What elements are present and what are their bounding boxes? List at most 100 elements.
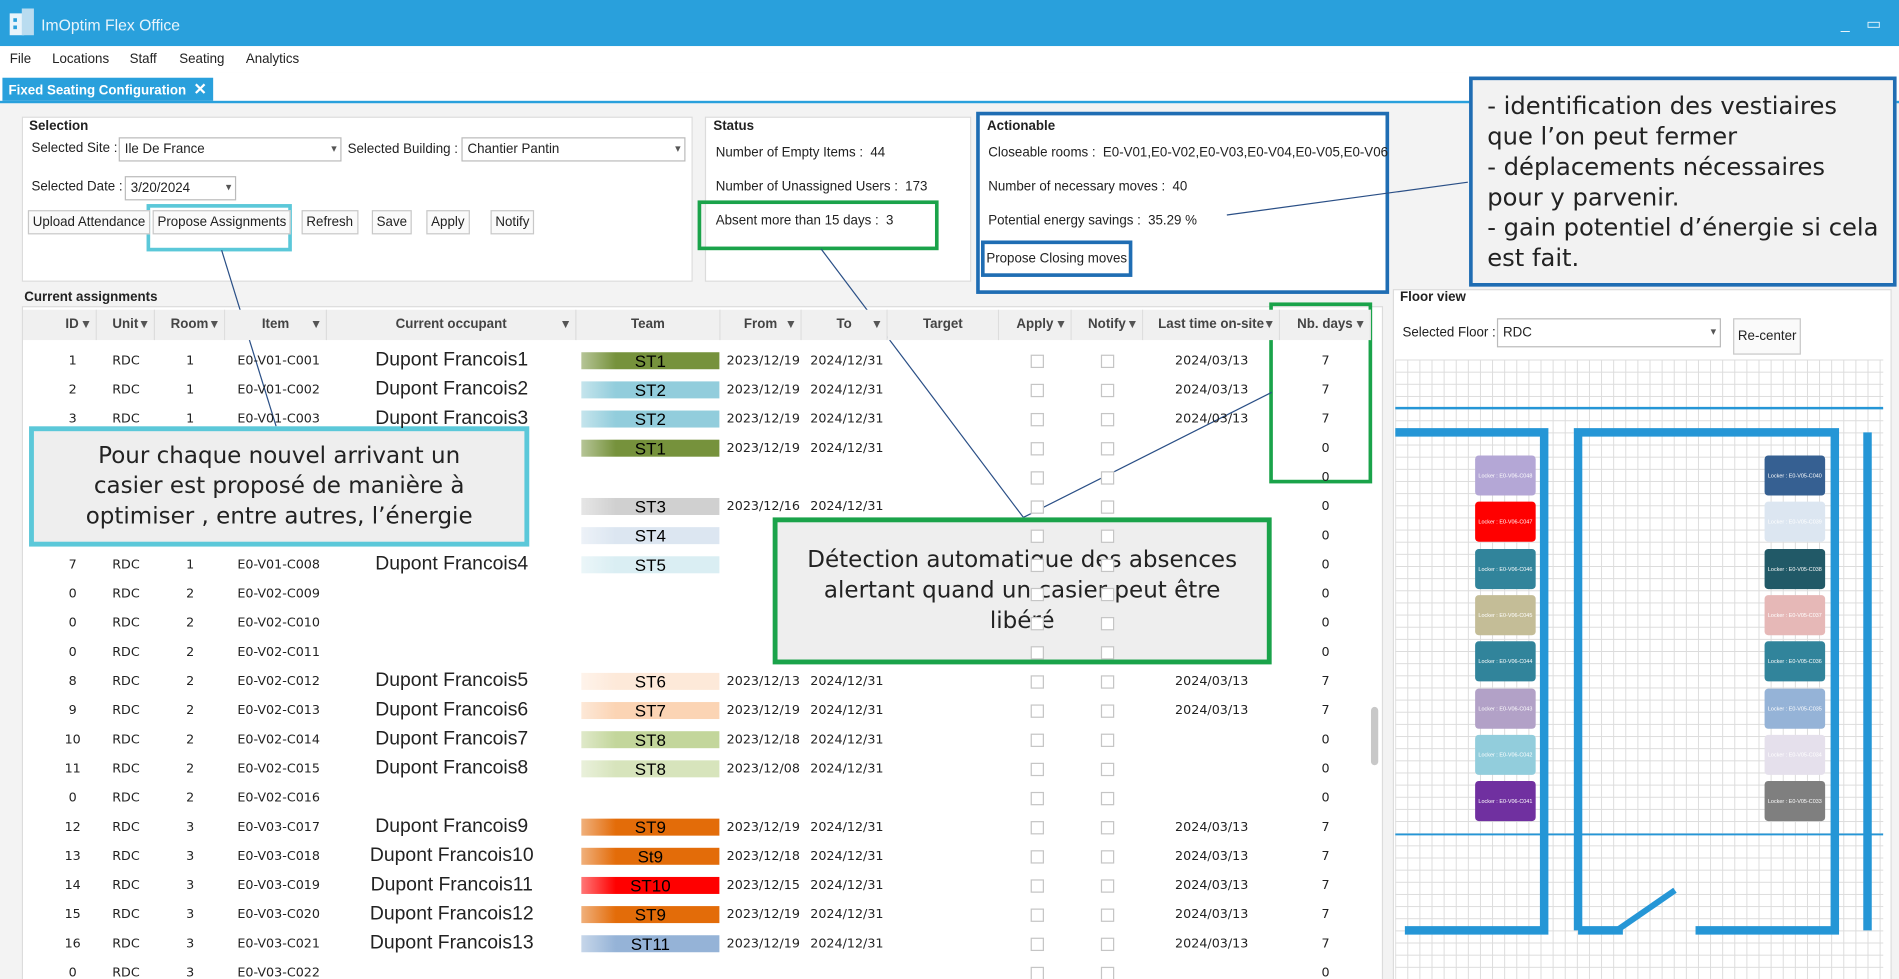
apply-checkbox[interactable] [1030, 762, 1044, 777]
apply-checkbox[interactable] [1030, 354, 1044, 369]
locker[interactable]: Locker : E0-V05-C035 [1764, 688, 1826, 729]
filter-icon[interactable]: ▼ [1263, 318, 1276, 332]
apply-checkbox[interactable] [1030, 587, 1044, 602]
button[interactable]: Apply [426, 210, 470, 235]
column-header[interactable]: Nb. days ▼ [1280, 309, 1371, 341]
date-picker[interactable]: 3/20/2024 [124, 176, 237, 201]
apply-checkbox[interactable] [1030, 850, 1044, 864]
site-dropdown[interactable]: Ile De France [118, 137, 342, 162]
apply-checkbox[interactable] [1030, 704, 1044, 718]
notify-checkbox[interactable] [1100, 412, 1115, 427]
apply-checkbox[interactable] [1030, 500, 1044, 514]
apply-checkbox[interactable] [1030, 937, 1044, 952]
notify-checkbox[interactable] [1100, 587, 1115, 602]
scrollbar[interactable] [1370, 706, 1379, 766]
column-header[interactable]: Notify ▼ [1071, 309, 1144, 341]
menu-item[interactable]: Analytics [245, 52, 300, 67]
column-header[interactable]: Current occupant ▼ [326, 309, 577, 341]
filter-icon[interactable]: ▼ [80, 318, 93, 332]
notify-checkbox[interactable] [1100, 442, 1115, 456]
window-controls[interactable]: _ ▭ ✕ [1840, 14, 1899, 33]
notify-checkbox[interactable] [1100, 354, 1115, 369]
filter-icon[interactable]: ▼ [138, 318, 151, 332]
notify-checkbox[interactable] [1100, 646, 1115, 660]
column-header[interactable]: Team [576, 309, 721, 341]
notify-checkbox[interactable] [1100, 966, 1115, 979]
filter-icon[interactable]: ▼ [1126, 318, 1139, 332]
notify-checkbox[interactable] [1100, 617, 1115, 631]
notify-checkbox[interactable] [1100, 762, 1115, 777]
column-header[interactable]: Apply ▼ [999, 309, 1072, 341]
apply-checkbox[interactable] [1030, 529, 1044, 543]
notify-checkbox[interactable] [1100, 908, 1115, 922]
notify-checkbox[interactable] [1100, 879, 1115, 893]
filter-icon[interactable]: ▼ [310, 318, 323, 332]
locker[interactable]: Locker : E0-V06-C048 [1475, 455, 1536, 496]
apply-checkbox[interactable] [1030, 558, 1044, 573]
locker[interactable]: Locker : E0-V06-C044 [1475, 641, 1536, 682]
filter-icon[interactable]: ▼ [1054, 318, 1067, 332]
apply-checkbox[interactable] [1030, 383, 1044, 398]
apply-checkbox[interactable] [1030, 442, 1044, 456]
locker[interactable]: Locker : E0-V06-C043 [1475, 688, 1536, 729]
column-header[interactable]: Item ▼ [225, 309, 327, 341]
filter-icon[interactable]: ▼ [1354, 318, 1367, 332]
menu-item[interactable]: Seating [179, 52, 225, 67]
building-dropdown[interactable]: Chantier Pantin [461, 137, 686, 162]
tab-close[interactable]: ✕ [193, 80, 207, 99]
notify-checkbox[interactable] [1100, 704, 1115, 718]
locker[interactable]: Locker : E0-V05-C033 [1764, 781, 1826, 822]
button[interactable]: Notify [490, 210, 535, 235]
locker[interactable]: Locker : E0-V06-C045 [1475, 595, 1536, 636]
apply-checkbox[interactable] [1030, 646, 1044, 660]
notify-checkbox[interactable] [1100, 500, 1115, 514]
button[interactable]: Save [371, 210, 412, 235]
notify-checkbox[interactable] [1100, 733, 1115, 747]
menu-item[interactable]: Staff [129, 52, 157, 67]
column-header[interactable]: Target [887, 309, 1000, 341]
notify-checkbox[interactable] [1100, 529, 1115, 543]
apply-checkbox[interactable] [1030, 791, 1044, 806]
locker[interactable]: Locker : E0-V05-C034 [1764, 734, 1826, 775]
locker[interactable]: Locker : E0-V05-C037 [1764, 595, 1826, 636]
column-header[interactable]: ID ▼ [48, 309, 97, 341]
filter-icon[interactable]: ▼ [559, 318, 572, 332]
column-header[interactable]: From ▼ [720, 309, 802, 341]
apply-checkbox[interactable] [1030, 471, 1044, 485]
locker[interactable]: Locker : E0-V06-C046 [1475, 548, 1536, 589]
tab[interactable]: Fixed Seating Configuration ✕ [2, 77, 213, 101]
locker[interactable]: Locker : E0-V05-C040 [1764, 455, 1826, 496]
locker[interactable]: Locker : E0-V06-C047 [1475, 501, 1536, 543]
apply-checkbox[interactable] [1030, 675, 1044, 689]
apply-checkbox[interactable] [1030, 908, 1044, 922]
notify-checkbox[interactable] [1100, 383, 1115, 398]
apply-checkbox[interactable] [1030, 879, 1044, 893]
column-header[interactable]: Last time on-site ▼ [1143, 309, 1281, 341]
filter-icon[interactable]: ▼ [784, 318, 797, 332]
column-header[interactable]: To ▼ [801, 309, 888, 341]
locker[interactable]: Locker : E0-V06-C041 [1475, 781, 1536, 822]
apply-checkbox[interactable] [1030, 617, 1044, 631]
apply-checkbox[interactable] [1030, 966, 1044, 979]
column-header[interactable]: Unit ▼ [96, 309, 156, 341]
notify-checkbox[interactable] [1100, 850, 1115, 864]
filter-icon[interactable]: ▼ [208, 318, 221, 332]
column-header[interactable]: Room ▼ [155, 309, 226, 341]
filter-icon[interactable]: ▼ [870, 318, 883, 332]
button[interactable]: Propose Assignments [152, 210, 292, 235]
apply-checkbox[interactable] [1030, 821, 1044, 835]
button[interactable]: Refresh [301, 210, 358, 235]
apply-checkbox[interactable] [1030, 412, 1044, 427]
locker[interactable]: Locker : E0-V05-C038 [1764, 548, 1826, 589]
menu-item[interactable]: File [9, 52, 32, 67]
notify-checkbox[interactable] [1100, 791, 1115, 806]
locker[interactable]: Locker : E0-V05-C036 [1764, 641, 1826, 682]
recenter-button[interactable]: Re-center [1733, 318, 1802, 355]
button[interactable]: Upload Attendance [27, 210, 151, 235]
notify-checkbox[interactable] [1100, 937, 1115, 952]
notify-checkbox[interactable] [1100, 558, 1115, 573]
floor-dropdown[interactable]: RDC [1496, 318, 1721, 348]
menu-item[interactable]: Locations [52, 52, 110, 67]
locker[interactable]: Locker : E0-V05-C039 [1764, 501, 1826, 543]
apply-checkbox[interactable] [1030, 733, 1044, 747]
